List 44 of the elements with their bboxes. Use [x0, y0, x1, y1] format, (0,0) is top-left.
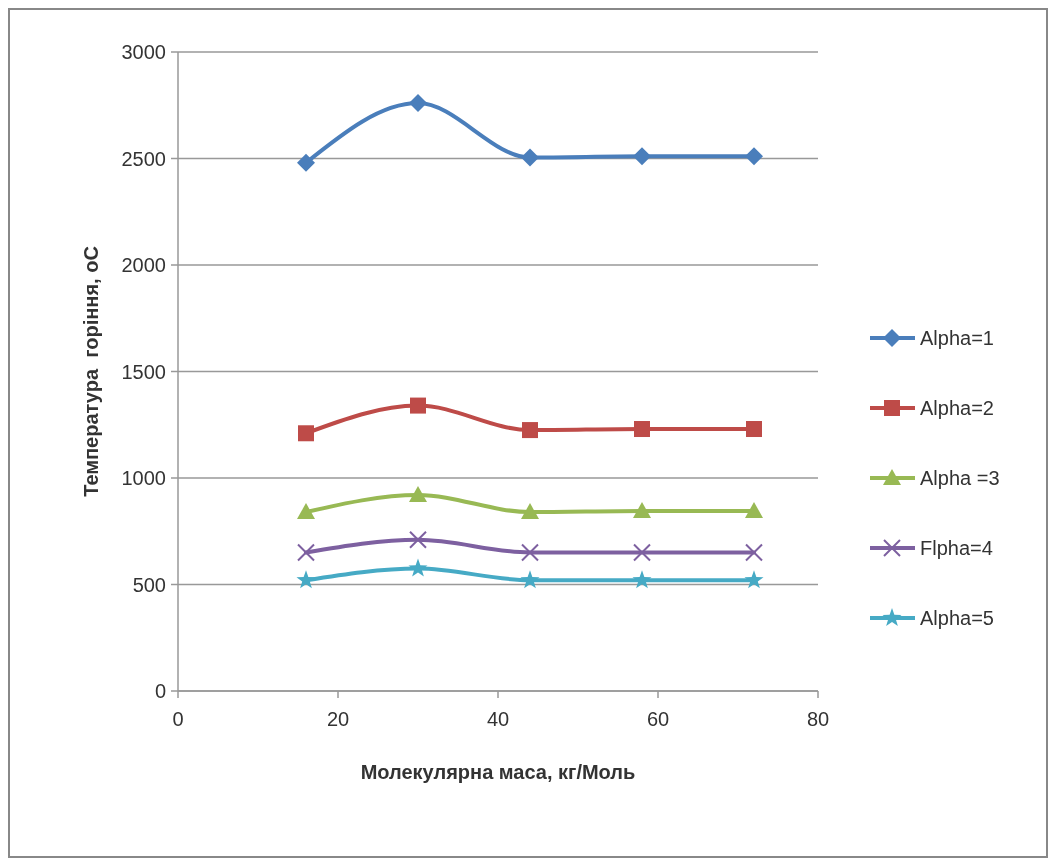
point	[408, 558, 428, 577]
point	[297, 153, 315, 172]
x-tick-label: 80	[806, 708, 830, 730]
point	[633, 147, 651, 166]
point	[298, 425, 314, 442]
point	[409, 530, 427, 549]
y-tick-label: 2500	[121, 147, 166, 170]
point	[521, 503, 539, 520]
point	[746, 421, 762, 438]
point	[633, 502, 651, 519]
point	[745, 147, 763, 166]
point	[744, 570, 764, 589]
point	[521, 543, 539, 562]
point	[745, 502, 763, 519]
point	[522, 422, 538, 439]
point	[410, 397, 426, 414]
point	[409, 94, 427, 113]
point	[634, 421, 650, 438]
point	[297, 503, 315, 520]
x-tick-label: 60	[646, 708, 670, 730]
point	[520, 570, 540, 589]
point	[409, 486, 427, 503]
x-tick-label: 0	[172, 708, 184, 730]
point	[296, 570, 316, 589]
y-axis-title: Температура горіння, оС	[80, 246, 102, 497]
x-tick-label: 40	[486, 708, 510, 730]
legend-label: Alpha =3	[920, 467, 1000, 489]
point	[633, 543, 651, 562]
point	[297, 543, 315, 562]
y-tick-label: 1500	[121, 360, 166, 383]
legend-label: Alpha=5	[920, 607, 994, 629]
legend-label: Alpha=1	[920, 327, 994, 349]
legend-label: Alpha=2	[920, 397, 994, 419]
x-axis-title: Молекулярна маса, кг/Моль	[360, 761, 636, 783]
y-tick-label: 2000	[121, 254, 166, 276]
y-tick-label: 500	[132, 573, 166, 596]
point	[745, 543, 763, 562]
point	[632, 570, 652, 589]
x-tick-label: 20	[326, 708, 350, 730]
y-tick-label: 1000	[121, 467, 166, 489]
y-tick-label: 0	[154, 680, 166, 702]
point	[521, 148, 539, 167]
y-tick-label: 3000	[121, 41, 166, 63]
legend-label: Flpha=4	[920, 537, 993, 559]
